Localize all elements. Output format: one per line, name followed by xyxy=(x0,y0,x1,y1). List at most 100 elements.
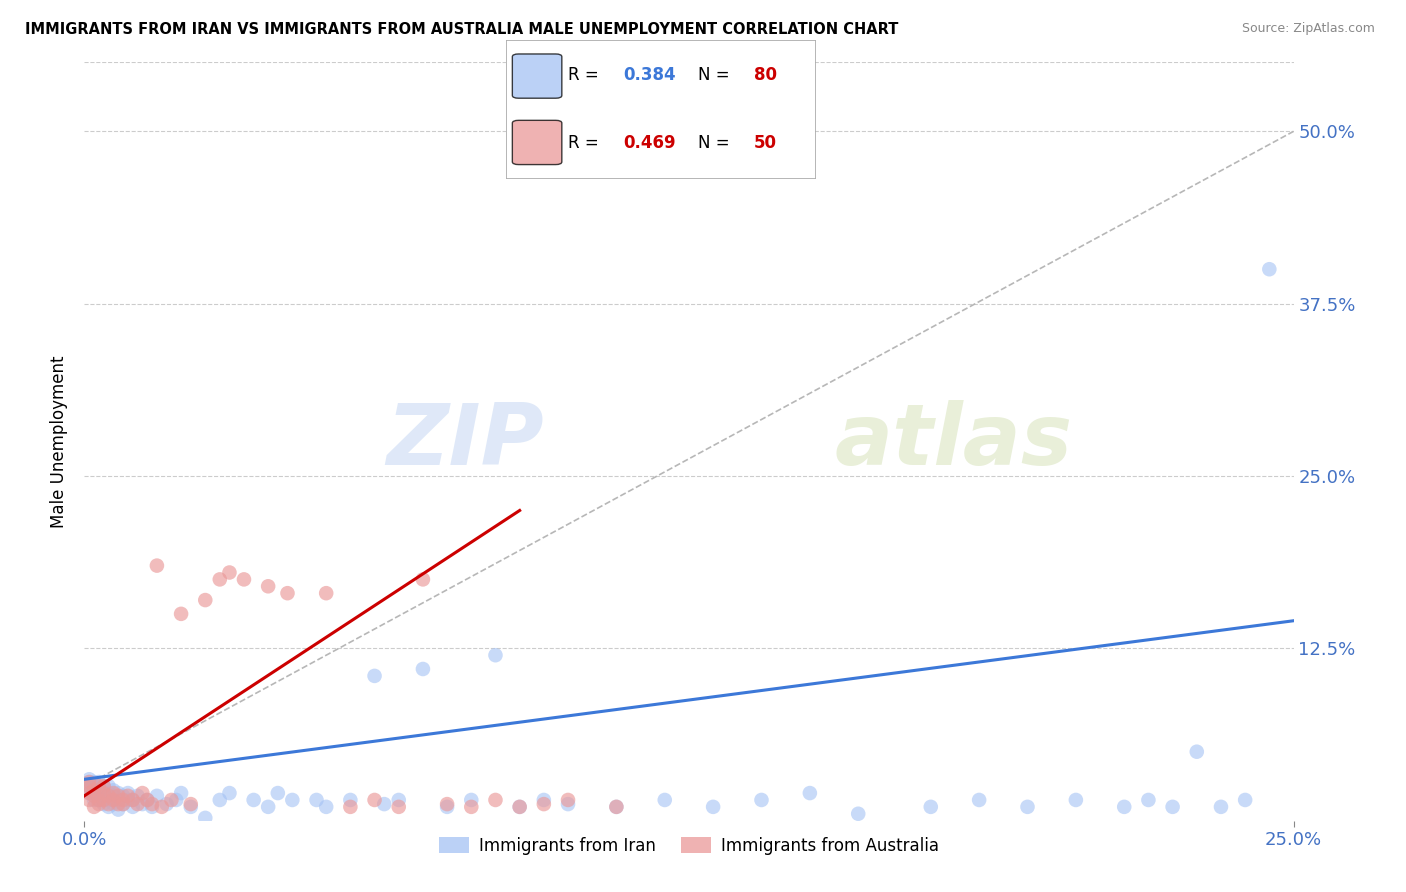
Point xyxy=(557,793,579,807)
Point xyxy=(460,793,482,807)
Point xyxy=(281,793,304,807)
Point xyxy=(267,786,290,800)
Point xyxy=(150,800,173,814)
Point xyxy=(83,793,105,807)
Point xyxy=(121,793,143,807)
Point xyxy=(87,779,110,793)
Point xyxy=(77,786,100,800)
Point xyxy=(509,800,531,814)
Text: Source: ZipAtlas.com: Source: ZipAtlas.com xyxy=(1241,22,1375,36)
Point xyxy=(1234,793,1257,807)
Point xyxy=(93,789,115,803)
Point xyxy=(121,793,143,807)
Point xyxy=(77,779,100,793)
Point xyxy=(146,789,169,803)
Point xyxy=(77,772,100,787)
Point xyxy=(1064,793,1087,807)
Point xyxy=(242,793,264,807)
Text: IMMIGRANTS FROM IRAN VS IMMIGRANTS FROM AUSTRALIA MALE UNEMPLOYMENT CORRELATION : IMMIGRANTS FROM IRAN VS IMMIGRANTS FROM … xyxy=(25,22,898,37)
Point xyxy=(557,797,579,811)
Point xyxy=(484,648,506,663)
Point xyxy=(77,779,100,793)
Point xyxy=(373,797,395,811)
Point xyxy=(112,789,135,803)
Point xyxy=(533,793,555,807)
Point xyxy=(257,579,280,593)
Point xyxy=(97,786,120,800)
Point xyxy=(93,793,115,807)
Point xyxy=(83,779,105,793)
Point xyxy=(180,800,202,814)
Point xyxy=(127,797,149,811)
Point xyxy=(460,800,482,814)
Point xyxy=(160,793,183,807)
Point xyxy=(117,789,139,803)
Point xyxy=(87,775,110,789)
Point xyxy=(103,797,125,811)
Point xyxy=(93,779,115,793)
Point xyxy=(77,793,100,807)
Point xyxy=(141,797,163,811)
Point xyxy=(218,786,240,800)
Point xyxy=(141,800,163,814)
Point xyxy=(412,573,434,587)
Point xyxy=(799,786,821,800)
Text: ZIP: ZIP xyxy=(387,400,544,483)
Point xyxy=(436,800,458,814)
Point xyxy=(751,793,773,807)
Text: R =: R = xyxy=(568,66,605,85)
Point xyxy=(127,789,149,803)
Point xyxy=(107,789,129,803)
Point xyxy=(93,797,115,811)
Point xyxy=(1161,800,1184,814)
Point xyxy=(170,607,193,621)
Point xyxy=(1209,800,1232,814)
Point xyxy=(83,789,105,803)
Point xyxy=(117,786,139,800)
Point xyxy=(484,793,506,807)
Text: N =: N = xyxy=(697,134,735,153)
Point xyxy=(180,797,202,811)
Point xyxy=(702,800,724,814)
Point xyxy=(103,783,125,797)
Point xyxy=(77,786,100,800)
FancyBboxPatch shape xyxy=(512,54,562,98)
Point xyxy=(208,793,231,807)
Point xyxy=(388,800,411,814)
Point xyxy=(131,786,153,800)
Point xyxy=(93,786,115,800)
Point xyxy=(121,800,143,814)
Point xyxy=(112,797,135,811)
Point xyxy=(103,789,125,803)
Point xyxy=(97,793,120,807)
Point xyxy=(1137,793,1160,807)
Point xyxy=(83,800,105,814)
Point xyxy=(136,793,159,807)
Point xyxy=(136,793,159,807)
Point xyxy=(103,793,125,807)
Point xyxy=(654,793,676,807)
Point xyxy=(363,669,385,683)
Point xyxy=(257,800,280,814)
Point xyxy=(436,797,458,811)
Point xyxy=(97,789,120,803)
Point xyxy=(846,806,869,821)
Point xyxy=(276,586,298,600)
Point xyxy=(1185,745,1208,759)
Point xyxy=(131,797,153,811)
Point xyxy=(533,797,555,811)
Point xyxy=(509,800,531,814)
Point xyxy=(87,793,110,807)
Point xyxy=(83,783,105,797)
Point xyxy=(315,586,337,600)
Point xyxy=(107,786,129,800)
Text: 0.469: 0.469 xyxy=(624,134,676,153)
FancyBboxPatch shape xyxy=(512,120,562,164)
Point xyxy=(315,800,337,814)
Point xyxy=(103,786,125,800)
Legend: Immigrants from Iran, Immigrants from Australia: Immigrants from Iran, Immigrants from Au… xyxy=(432,830,946,862)
Point xyxy=(363,793,385,807)
Point xyxy=(170,786,193,800)
Point xyxy=(194,593,217,607)
Point xyxy=(388,793,411,807)
